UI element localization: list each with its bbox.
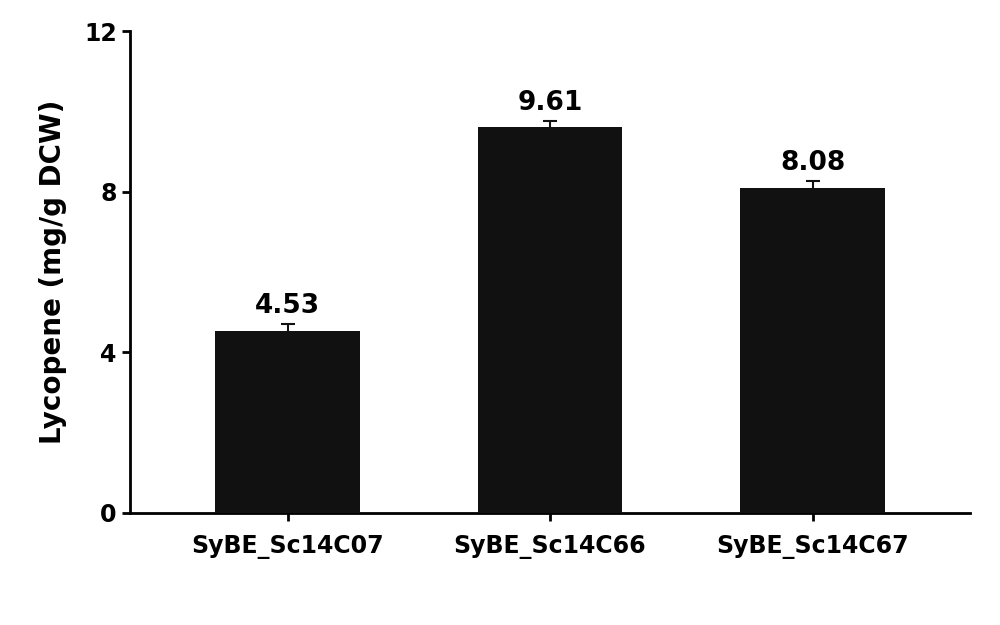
Bar [215, 331, 360, 512]
Y-axis label: Lycopene (mg/g DCW): Lycopene (mg/g DCW) [39, 99, 67, 444]
Bar [740, 189, 885, 512]
Bar [478, 127, 622, 512]
Text: 8.08: 8.08 [780, 151, 845, 176]
Text: 9.61: 9.61 [517, 90, 583, 116]
Text: 4.53: 4.53 [255, 292, 320, 319]
